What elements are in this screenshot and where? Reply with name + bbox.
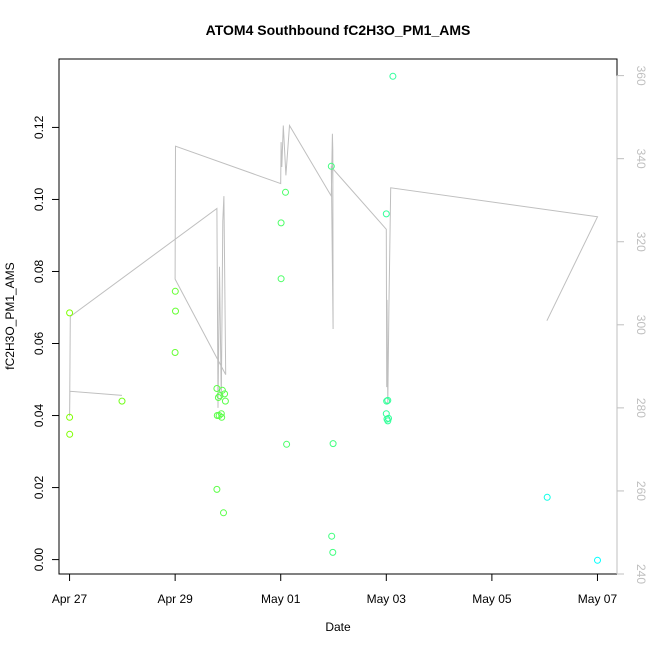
data-point [213,485,221,493]
y-tick-label: 0.00 [32,548,46,572]
y2-tick-label: 320 [634,232,648,252]
data-point [329,548,337,556]
series-line [69,123,599,417]
x-tick-label: May 03 [367,592,407,606]
data-point [118,397,126,405]
x-axis: Apr 27 Apr 29 May 01 May 03 May 05 May 07 [52,573,618,606]
chart-title: ATOM4 Southbound fC2H3O_PM1_AMS [206,22,471,38]
y2-tick-label: 280 [634,398,648,418]
x-tick-label: May 07 [578,592,618,606]
y-tick-label: 0.02 [32,476,46,500]
data-point [329,440,337,448]
x-axis-label: Date [325,620,351,634]
data-point [277,219,285,227]
data-point [543,493,551,501]
data-point [171,349,179,356]
data-point [389,72,397,80]
data-point [172,307,179,315]
data-point [66,309,74,317]
y-tick-label: 0.04 [32,404,46,428]
data-point [218,386,226,394]
data-point [66,413,74,421]
data-point [385,414,392,422]
y2-axis: 240 260 280 300 320 340 360 [616,66,648,584]
y-tick-label: 0.12 [32,115,46,139]
data-point [171,287,179,295]
x-tick-label: May 01 [261,592,301,606]
data-point [594,556,601,564]
x-tick-label: May 05 [472,592,512,606]
y-axis: 0.00 0.02 0.04 0.06 0.08 0.10 0.12 [32,115,60,572]
y2-tick-label: 260 [634,481,648,501]
plot-frame [58,58,618,575]
data-point [283,440,291,448]
data-point [383,397,391,405]
data-point [214,394,222,401]
data-point [277,275,285,283]
data-point [218,413,226,421]
y-axis-label: fC2H3O_PM1_AMS [3,262,17,369]
y-tick-label: 0.06 [32,332,46,356]
x-tick-label: Apr 29 [157,592,193,606]
y2-tick-label: 340 [634,149,648,169]
data-point [220,509,227,517]
data-point [328,532,336,540]
data-point [382,210,390,218]
y-tick-label: 0.08 [32,259,46,283]
scatter-points [66,72,601,564]
data-point [327,162,335,170]
line-series [69,123,599,417]
data-point [221,397,229,405]
data-point [384,396,392,404]
y-tick-label: 0.10 [32,187,46,211]
data-point [217,410,225,418]
y2-tick-label: 300 [634,315,648,335]
x-tick-label: Apr 27 [52,592,88,606]
y2-tick-label: 360 [634,66,648,86]
data-point [221,390,229,398]
y2-tick-label: 240 [634,564,648,584]
data-point [282,188,289,196]
data-point [66,430,74,438]
